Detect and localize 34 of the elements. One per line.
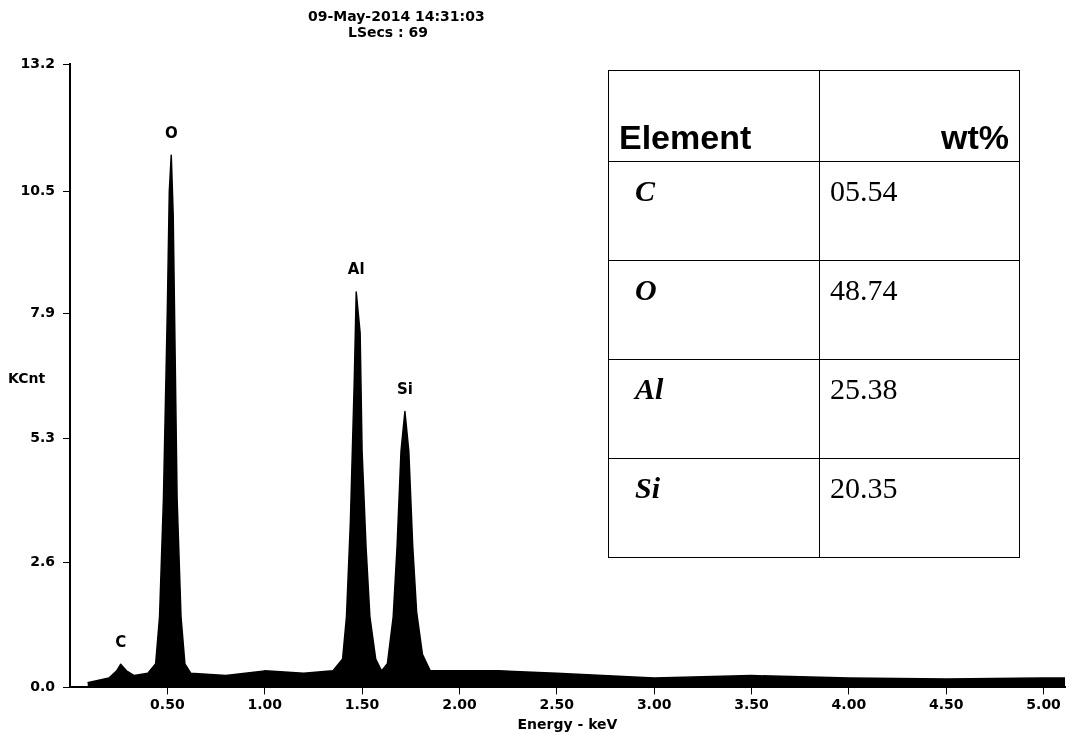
annotation: Si (396, 379, 413, 398)
text: 20.35 (830, 471, 898, 504)
x-tick-label: 4.50 (928, 696, 964, 713)
x-tick-label: 3.00 (636, 696, 672, 713)
category-label: C (608, 161, 820, 261)
text: 05.54 (830, 174, 898, 207)
x-tick-label: 4.00 (831, 696, 867, 713)
text: 48.74 (830, 273, 898, 306)
y-tick-label: 5.3 (30, 428, 55, 445)
y-tick-label: 7.9 (30, 304, 55, 320)
y-axis-title: KCnt (8, 370, 46, 386)
text: wt% (819, 70, 1020, 162)
y-tick-label: 13.2 (20, 54, 55, 71)
category-label: Al (608, 359, 820, 459)
chart-subtitle: LSecs : 69 (347, 24, 429, 40)
x-tick-label: 1.50 (344, 696, 380, 713)
text: 25.38 (830, 372, 898, 405)
y-tick-label: 10.5 (20, 182, 55, 199)
y-tick-label: 2.6 (30, 553, 55, 570)
y-tick-label: 0.0 (30, 678, 56, 695)
x-tick-label: 2.00 (442, 696, 477, 713)
category-label: O (608, 260, 820, 360)
x-axis-title: Energy - keV (517, 716, 618, 733)
chart-title: 09-May-2014 14:31:03 (308, 8, 485, 24)
annotation: C (115, 632, 127, 651)
annotation: O (164, 123, 178, 142)
x-tick-label: 0.50 (150, 696, 185, 713)
x-tick-label: 5.00 (1026, 696, 1062, 713)
x-tick-label: 1.00 (247, 696, 283, 713)
category-label: Si (608, 458, 820, 558)
x-tick-label: 3.50 (734, 696, 770, 713)
text: Element (608, 70, 820, 162)
annotation: Al (347, 260, 365, 279)
x-tick-label: 2.50 (539, 696, 575, 713)
